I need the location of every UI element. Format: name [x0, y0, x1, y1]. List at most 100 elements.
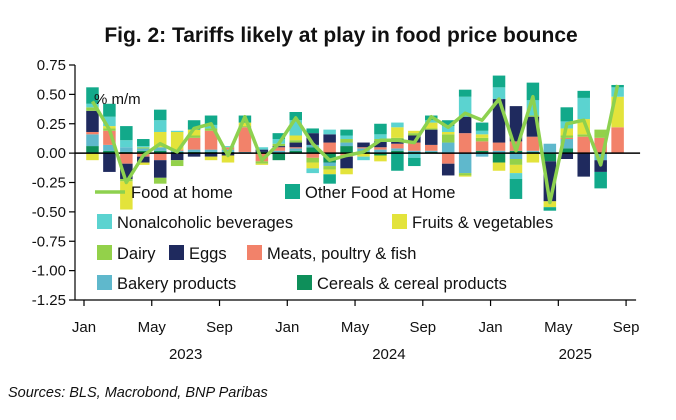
bar-segment-meats-poultry-fish	[306, 153, 319, 158]
legend-swatch	[247, 245, 262, 260]
unit-label: % m/m	[94, 91, 141, 108]
chart-title: Fig. 2: Tariffs likely at play in food p…	[104, 24, 577, 47]
bar-segment-cereals-cereal-products	[492, 153, 506, 163]
bar-segment-nonalcoholic-beverages	[340, 135, 353, 140]
bar-segment-dairy	[458, 173, 472, 176]
bar-segment-dairy	[560, 135, 574, 138]
bar-segment-dairy	[170, 160, 184, 167]
bar-segment-other-food-at-home	[323, 174, 336, 184]
bar-segment-dairy	[289, 140, 302, 143]
bar-segment-fruits-vegetables	[475, 134, 489, 138]
bar-segment-dairy	[475, 137, 489, 142]
bar-segment-nonalcoholic-beverages	[374, 134, 387, 140]
y-tick-label: 0.25	[37, 116, 66, 133]
y-tick-label: 0.50	[37, 86, 66, 103]
bar-segment-bakery-products	[86, 134, 99, 147]
bar-segment-meats-poultry-fish	[526, 136, 540, 151]
bar-segment-other-food-at-home	[408, 157, 421, 167]
bar-segment-nonalcoholic-beverages	[221, 146, 235, 148]
bar-segment-nonalcoholic-beverages	[153, 120, 167, 132]
bar-segment-nonalcoholic-beverages	[357, 156, 370, 161]
bar-segment-other-food-at-home	[543, 207, 557, 211]
legend-label: Dairy	[117, 245, 156, 263]
bar-segment-nonalcoholic-beverages	[86, 103, 99, 108]
bar-segment-eggs	[458, 116, 472, 134]
bar-segment-other-food-at-home	[594, 171, 607, 189]
bar-segment-nonalcoholic-beverages	[170, 130, 184, 132]
x-year-label: 2023	[169, 346, 202, 363]
bar-segment-nonalcoholic-beverages	[408, 153, 421, 158]
bar-segment-cereals-cereal-products	[475, 150, 489, 154]
legend-label: Food at home	[131, 184, 233, 202]
bar-segment-nonalcoholic-beverages	[120, 140, 133, 148]
bar-segment-fruits-vegetables	[323, 169, 336, 175]
bar-segment-nonalcoholic-beverages	[137, 146, 150, 148]
bar-segment-bakery-products	[137, 148, 150, 151]
bar-segment-eggs	[340, 156, 353, 169]
bar-segment-nonalcoholic-beverages	[306, 168, 319, 174]
bar-segment-other-food-at-home	[526, 82, 540, 101]
bar-segment-dairy	[86, 107, 99, 111]
bar-segment-cereals-cereal-products	[103, 150, 116, 154]
x-tick-label: Sep	[409, 319, 436, 336]
bar-segment-other-food-at-home	[187, 120, 201, 130]
x-tick-label: May	[341, 319, 370, 336]
bar-segment-eggs	[408, 135, 421, 143]
bar-segment-nonalcoholic-beverages	[391, 122, 404, 128]
legend-swatch	[392, 214, 407, 229]
bar-segment-other-food-at-home	[509, 178, 523, 199]
y-tick-label: -1.00	[32, 263, 66, 280]
bar-segment-bakery-products	[408, 150, 421, 152]
bar-segment-bakery-products	[458, 153, 472, 174]
bar-segment-meats-poultry-fish	[357, 147, 370, 149]
bar-segment-other-food-at-home	[204, 115, 218, 125]
bar-segment-bakery-products	[441, 142, 455, 154]
bar-segment-bakery-products	[425, 150, 438, 152]
bar-segment-fruits-vegetables	[306, 162, 319, 169]
bar-segment-other-food-at-home	[458, 89, 472, 97]
bar-segment-bakery-products	[103, 144, 116, 151]
bar-segment-fruits-vegetables	[374, 155, 387, 162]
bar-segment-bakery-products	[221, 149, 235, 152]
bar-segment-fruits-vegetables	[526, 153, 540, 163]
bar-segment-other-food-at-home	[391, 153, 404, 171]
bar-segment-eggs	[103, 153, 116, 172]
bar-segment-meats-poultry-fish	[577, 136, 590, 154]
x-tick-label: Sep	[206, 319, 233, 336]
x-tick-label: Jan	[72, 319, 96, 336]
bar-segment-bakery-products	[492, 150, 506, 154]
bar-segment-fruits-vegetables	[120, 181, 133, 210]
legend-swatch	[97, 245, 112, 260]
bar-segment-meats-poultry-fish	[458, 133, 472, 154]
bar-segment-meats-poultry-fish	[238, 127, 252, 152]
bar-segment-dairy	[594, 129, 607, 138]
bar-segment-nonalcoholic-beverages	[255, 147, 269, 150]
bar-segment-dairy	[340, 139, 353, 143]
bar-segment-eggs	[255, 149, 269, 152]
bar-segment-eggs	[323, 134, 336, 143]
bar-segment-meats-poultry-fish	[492, 142, 506, 151]
bar-segment-other-food-at-home	[475, 122, 489, 131]
bar-segment-meats-poultry-fish	[441, 153, 455, 164]
bar-segment-bakery-products	[374, 149, 387, 154]
bar-segment-other-food-at-home	[560, 107, 574, 122]
bar-segment-bakery-products	[560, 139, 574, 149]
bar-segment-eggs	[560, 153, 574, 159]
bar-segment-meats-poultry-fish	[425, 144, 438, 151]
bar-segment-eggs	[272, 146, 286, 148]
legend-swatch	[97, 275, 112, 290]
bar-segment-meats-poultry-fish	[187, 137, 201, 150]
y-tick-label: -0.50	[32, 204, 66, 221]
bar-segment-bakery-products	[340, 142, 353, 147]
bar-segment-cereals-cereal-products	[306, 147, 319, 154]
bar-segment-other-food-at-home	[272, 133, 286, 140]
bar-segment-other-food-at-home	[374, 123, 387, 135]
bar-segment-nonalcoholic-beverages	[323, 129, 336, 135]
bar-segment-bakery-products	[187, 149, 201, 152]
bar-segment-eggs	[374, 141, 387, 148]
bar-segment-bakery-products	[272, 150, 286, 154]
bar-segment-cereals-cereal-products	[137, 150, 150, 154]
bar-segment-fruits-vegetables	[289, 135, 302, 141]
legend-label: Eggs	[189, 245, 227, 263]
